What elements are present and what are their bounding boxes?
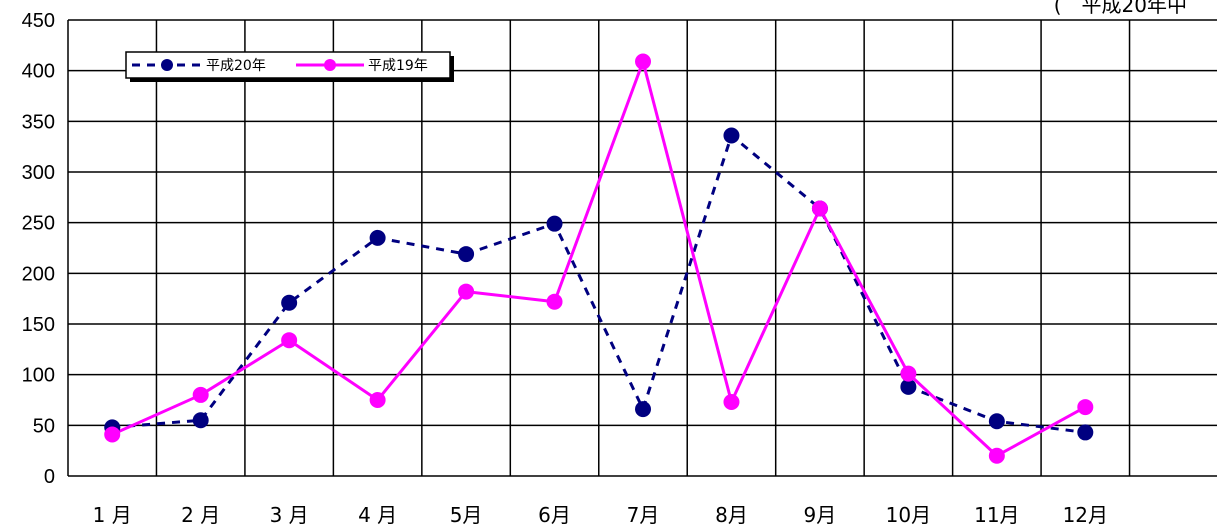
y-tick-label-5: 250 — [22, 213, 55, 235]
x-tick-label-5: 6月 — [538, 503, 571, 527]
x-tick-label-7: 8月 — [715, 503, 748, 527]
series-group — [104, 53, 1094, 464]
y-tick-label-6: 300 — [22, 162, 55, 184]
y-tick-label-1: 50 — [33, 415, 55, 437]
series-0-point-9 — [900, 378, 917, 395]
legend-label-1: 平成19年 — [368, 58, 428, 74]
series-1-point-2 — [281, 332, 298, 349]
series-0-point-5 — [546, 215, 563, 232]
x-tick-label-10: 11月 — [974, 503, 1019, 527]
series-1-point-6 — [635, 53, 651, 70]
y-tick-label-0: 0 — [44, 466, 55, 488]
y-tick-label-7: 350 — [22, 111, 55, 133]
x-tick-label-0: 1 月 — [93, 503, 132, 527]
series-1-point-1 — [192, 386, 209, 403]
series-1-point-11 — [1077, 399, 1094, 416]
corner-note: ( 平成20年中 — [1054, 0, 1187, 17]
legend-swatch-marker-0 — [161, 59, 173, 71]
y-tick-label-3: 150 — [22, 314, 55, 336]
series-1-point-4 — [458, 283, 475, 300]
x-tick-label-8: 9月 — [804, 503, 837, 527]
series-0-point-1 — [192, 412, 209, 429]
series-0-point-3 — [369, 229, 386, 246]
series-line-0 — [112, 134, 1086, 434]
x-tick-label-3: 4 月 — [358, 503, 397, 527]
series-1-point-5 — [546, 293, 563, 310]
legend-swatch-marker-1 — [324, 59, 336, 71]
series-0-point-2 — [281, 294, 298, 311]
y-axis-ticks: 0 50 100 150 200 250 300 350 400 450 — [22, 10, 55, 488]
y-tick-label-4: 200 — [22, 263, 55, 285]
series-1-point-10 — [988, 447, 1005, 464]
series-1-point-0 — [104, 426, 121, 443]
x-tick-label-1: 2 月 — [181, 503, 220, 527]
series-0-point-10 — [988, 413, 1005, 430]
y-tick-label-8: 400 — [22, 61, 55, 83]
x-tick-label-4: 5月 — [450, 503, 483, 527]
x-axis-ticks: 1 月 2 月 3 月 4 月 5月 6月 7月 8月 9月 10月 11月 12月 — [93, 503, 1108, 527]
series-0-point-11 — [1077, 424, 1094, 441]
plot-area — [68, 20, 1217, 476]
series-0-point-7 — [723, 127, 740, 144]
legend-label-0: 平成20年 — [206, 58, 266, 74]
series-0-point-6 — [635, 401, 651, 418]
y-tick-label-2: 100 — [22, 365, 55, 387]
series-0-point-4 — [458, 246, 475, 263]
x-tick-label-9: 10月 — [886, 503, 931, 527]
x-tick-label-6: 7月 — [627, 503, 660, 527]
series-line-1 — [111, 60, 1087, 458]
x-tick-label-11: 12月 — [1063, 503, 1108, 527]
series-1-point-3 — [369, 392, 386, 408]
series-1-point-9 — [900, 365, 917, 382]
x-tick-label-2: 3 月 — [270, 503, 309, 527]
legend: 平成20年 平成19年 — [125, 51, 454, 82]
series-1-point-8 — [811, 200, 828, 217]
y-tick-label-9: 450 — [22, 10, 55, 32]
series-1-point-7 — [723, 394, 740, 411]
